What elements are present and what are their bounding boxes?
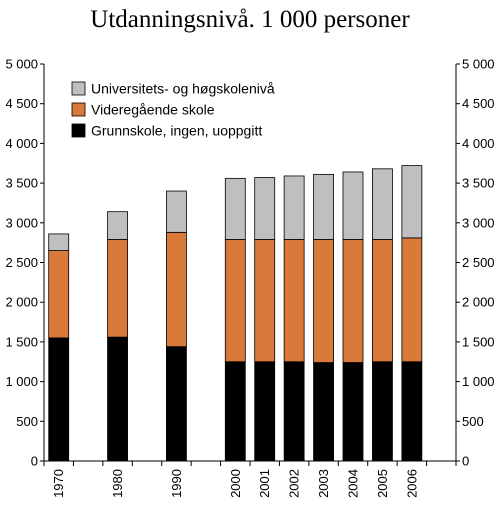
y-tick-label-right-6: 3 000 bbox=[462, 215, 495, 230]
bar-segment-1970-s1 bbox=[48, 250, 70, 339]
bar-segment-2000-s2 bbox=[224, 177, 246, 240]
legend: Universitets- og høgskolenivå Videregåend… bbox=[71, 81, 275, 139]
y-tick-label-left-4: 2 000 bbox=[5, 295, 38, 310]
y-tick-label-right-3: 1 500 bbox=[462, 334, 495, 349]
bar-segment-2003-s2 bbox=[313, 173, 334, 240]
y-tick-label-right-9: 4 500 bbox=[462, 96, 495, 111]
legend-swatch-0 bbox=[71, 123, 86, 138]
y-tick-label-right-2: 1 000 bbox=[462, 374, 495, 389]
y-tick-label-right-4: 2 000 bbox=[462, 295, 495, 310]
x-tick-label-1970: 1970 bbox=[51, 469, 66, 498]
bar-segment-2005-s2 bbox=[372, 168, 393, 240]
y-tick-label-right-8: 4 000 bbox=[462, 136, 495, 151]
bar-segment-2006-s1 bbox=[401, 237, 423, 363]
bar-segment-2003-s1 bbox=[313, 239, 334, 363]
y-tick-label-right-5: 2 500 bbox=[462, 255, 495, 270]
x-tick-label-2001: 2001 bbox=[257, 469, 272, 498]
bar-segment-2001-s1 bbox=[254, 239, 276, 363]
bar-segment-2002-s1 bbox=[283, 239, 305, 363]
bar-segment-2004-s2 bbox=[342, 171, 364, 240]
y-tick-label-left-7: 3 500 bbox=[5, 176, 38, 191]
axes-group: 0 0 500 500 1 000 1 000 1 500 1 500 2 000 2 000 2 … bbox=[5, 57, 494, 498]
y-tick-label-right-10: 5 000 bbox=[462, 57, 495, 72]
bar-segment-1990-s1 bbox=[166, 231, 187, 348]
x-tick-label-2002: 2002 bbox=[287, 469, 302, 498]
bar-segment-2005-s1 bbox=[372, 239, 393, 363]
x-tick-label-2006: 2006 bbox=[404, 469, 419, 498]
x-tick-label-2005: 2005 bbox=[375, 469, 390, 498]
bar-segment-1980-s1 bbox=[107, 239, 128, 338]
x-tick-label-2003: 2003 bbox=[316, 469, 331, 498]
bar-segment-2001-s0 bbox=[254, 361, 276, 462]
y-tick-label-left-1: 500 bbox=[16, 414, 38, 429]
x-tick-label-1990: 1990 bbox=[169, 469, 184, 498]
y-tick-label-left-6: 3 000 bbox=[5, 215, 38, 230]
bar-segment-2000-s0 bbox=[224, 361, 246, 462]
bar-segment-1990-s0 bbox=[166, 346, 187, 462]
bars-group bbox=[48, 165, 423, 462]
chart-title: Utdanningsnivå. 1 000 personer bbox=[90, 6, 410, 33]
bar-segment-1990-s2 bbox=[166, 190, 187, 233]
x-tick-label-1980: 1980 bbox=[110, 469, 125, 498]
bar-segment-1970-s0 bbox=[48, 337, 70, 462]
legend-swatch-2 bbox=[71, 81, 86, 96]
legend-label-2: Universitets- og høgskolenivå bbox=[91, 81, 275, 97]
y-tick-label-right-1: 500 bbox=[462, 414, 484, 429]
bar-segment-2005-s0 bbox=[372, 361, 393, 462]
y-tick-label-left-0: 0 bbox=[31, 454, 38, 469]
y-tick-label-left-2: 1 000 bbox=[5, 374, 38, 389]
legend-label-1: Videregående skole bbox=[91, 102, 215, 118]
y-tick-label-left-9: 4 500 bbox=[5, 96, 38, 111]
x-tick-label-2004: 2004 bbox=[346, 469, 361, 498]
bar-segment-2000-s1 bbox=[224, 239, 246, 363]
bar-segment-2002-s2 bbox=[283, 175, 305, 240]
y-tick-label-left-3: 1 500 bbox=[5, 334, 38, 349]
bar-segment-2006-s2 bbox=[401, 165, 423, 239]
y-tick-label-left-10: 5 000 bbox=[5, 57, 38, 72]
legend-label-0: Grunnskole, ingen, uoppgitt bbox=[91, 123, 262, 139]
x-tick-label-2000: 2000 bbox=[228, 469, 243, 498]
legend-swatch-1 bbox=[71, 102, 86, 117]
bar-segment-2004-s1 bbox=[342, 239, 364, 363]
bar-segment-2001-s2 bbox=[254, 177, 276, 240]
bar-segment-2004-s0 bbox=[342, 362, 364, 462]
bar-segment-1980-s2 bbox=[107, 211, 128, 240]
bar-segment-1980-s0 bbox=[107, 336, 128, 462]
y-tick-label-left-8: 4 000 bbox=[5, 136, 38, 151]
bar-segment-1970-s2 bbox=[48, 233, 70, 251]
bar-segment-2002-s0 bbox=[283, 361, 305, 462]
y-tick-label-left-5: 2 500 bbox=[5, 255, 38, 270]
y-tick-label-right-0: 0 bbox=[462, 454, 469, 469]
y-tick-label-right-7: 3 500 bbox=[462, 176, 495, 191]
bar-segment-2006-s0 bbox=[401, 361, 423, 462]
bar-segment-2003-s0 bbox=[313, 362, 334, 462]
